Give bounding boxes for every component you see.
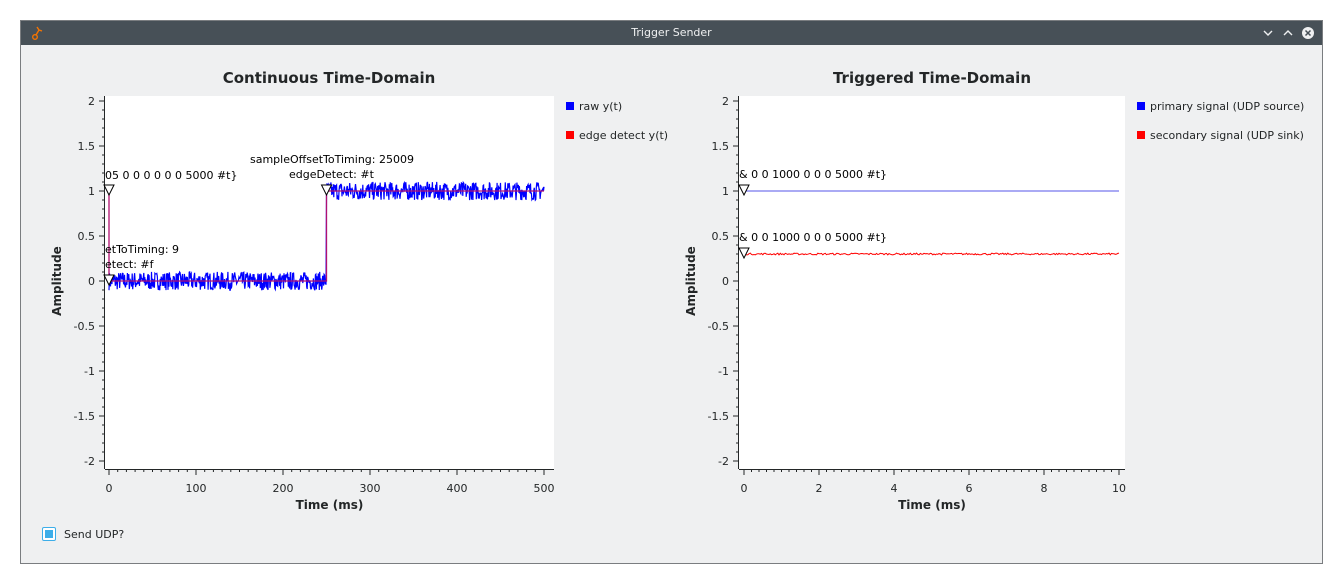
x-axis-title: Time (ms): [898, 498, 966, 512]
y-tick-label: 1.5: [78, 140, 96, 153]
y-tick-label: 0.5: [78, 230, 96, 243]
x-tick-label: 100: [186, 482, 207, 495]
y-axis-title: Amplitude: [50, 246, 64, 316]
chart-title: Continuous Time-Domain: [223, 69, 436, 87]
window-title: Trigger Sender: [631, 26, 712, 39]
y-tick-label: -0.5: [74, 320, 95, 333]
x-tick-label: 10: [1112, 482, 1126, 495]
plot-area-0: [105, 96, 554, 469]
legend-label-1: secondary signal (UDP sink): [1150, 129, 1304, 142]
legend-label-1: edge detect y(t): [579, 129, 668, 142]
legend-label-0: primary signal (UDP source): [1150, 100, 1304, 113]
annotation-0: & 0 0 1000 0 0 0 5000 #t}: [739, 168, 887, 181]
app-icon: [32, 26, 43, 40]
series-secondary-signal: [743, 252, 1120, 256]
y-tick-label: 1.5: [712, 140, 730, 153]
trigger-marker-2: [320, 184, 333, 197]
series-group-1: [743, 190, 1120, 256]
y-tick-label: 0: [88, 275, 95, 288]
trigger-marker-1: [103, 274, 115, 287]
y-tick-label: -1.5: [708, 410, 729, 423]
x-tick-label: 500: [534, 482, 555, 495]
x-tick-label: 300: [360, 482, 381, 495]
y-tick-label: 2: [88, 95, 95, 108]
x-tick-label: 200: [273, 482, 294, 495]
y-tick-label: 1: [88, 185, 95, 198]
chart-title: Triggered Time-Domain: [833, 69, 1031, 87]
x-tick-label: 4: [891, 482, 898, 495]
legend-swatch-0: [566, 102, 574, 110]
x-tick-label: 0: [741, 482, 748, 495]
x-tick-label: 6: [966, 482, 973, 495]
annotation-4: etect: #f: [105, 258, 155, 271]
y-tick-label: -2: [84, 455, 95, 468]
y-tick-label: 0: [722, 275, 729, 288]
x-tick-label: 400: [447, 482, 468, 495]
annotations-1: & 0 0 1000 0 0 0 5000 #t} & 0 0 1000 0 0 …: [739, 168, 887, 244]
title-bar[interactable]: Trigger Sender: [21, 21, 1322, 45]
plot-area-1: [739, 96, 1125, 469]
legend-swatch-1: [566, 131, 574, 139]
annotation-0: 05 0 0 0 0 0 0 5000 #t}: [105, 169, 237, 182]
annotation-2: edgeDetect: #t: [289, 168, 375, 181]
annotation-1: sampleOffsetToTiming: 25009: [250, 153, 414, 166]
trigger-marker-1: [738, 247, 750, 260]
y-tick-label: 0.5: [712, 230, 730, 243]
maximize-icon[interactable]: [1281, 26, 1295, 40]
y-tick-label: -1: [718, 365, 729, 378]
x-tick-label: 0: [106, 482, 113, 495]
y-tick-label: -0.5: [708, 320, 729, 333]
trigger-marker-0: [103, 184, 115, 197]
y-tick-label: -1.5: [74, 410, 95, 423]
close-icon[interactable]: [1301, 26, 1315, 40]
x-tick-label: 8: [1041, 482, 1048, 495]
send-udp-checkbox[interactable]: [42, 527, 56, 541]
y-axis-title: Amplitude: [684, 246, 698, 316]
legend-swatch-1: [1137, 131, 1145, 139]
send-udp-label: Send UDP?: [64, 528, 125, 541]
annotations-0: 05 0 0 0 0 0 0 5000 #t} sampleOffsetToTim…: [105, 153, 414, 271]
annotation-1: & 0 0 1000 0 0 0 5000 #t}: [739, 231, 887, 244]
series-edge-detect: [108, 190, 544, 282]
trigger-marker-0: [738, 184, 750, 197]
y-tick-label: 2: [722, 95, 729, 108]
legend-swatch-0: [1137, 102, 1145, 110]
legend-label-0: raw y(t): [579, 100, 622, 113]
x-tick-label: 2: [816, 482, 823, 495]
minimize-icon[interactable]: [1261, 26, 1275, 40]
y-tick-label: -1: [84, 365, 95, 378]
y-tick-label: 1: [722, 185, 729, 198]
plots-area: Continuous Time-Domain 2 1.5 1 0.5 0 -0.5 -1 -1.…: [50, 69, 1304, 512]
annotation-3: etToTiming: 9: [105, 243, 179, 256]
x-axis-title: Time (ms): [296, 498, 364, 512]
y-tick-label: -2: [718, 455, 729, 468]
trigger-sender-window: Trigger Sender Continuous Time-Domain 2 1.…: [20, 20, 1323, 564]
